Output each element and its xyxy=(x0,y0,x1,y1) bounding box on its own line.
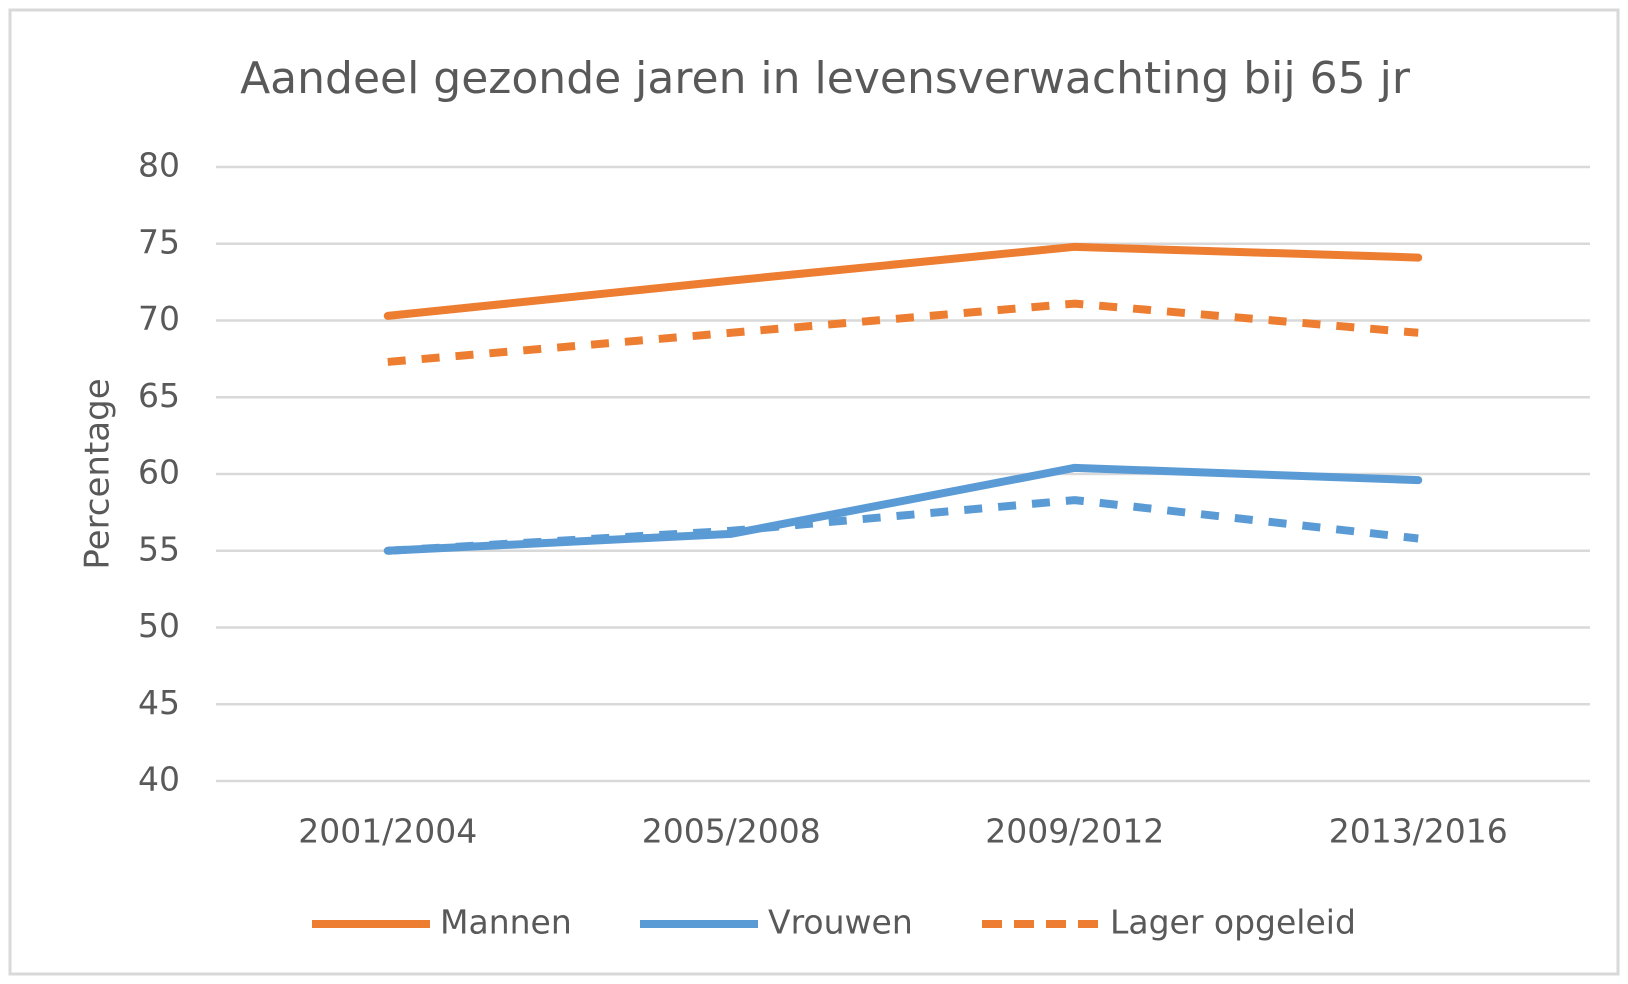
y-axis-label: Percentage xyxy=(78,378,118,569)
series-line xyxy=(387,299,1419,366)
y-tick-label: 40 xyxy=(138,760,180,799)
chart-title: Aandeel gezonde jaren in levensverwachti… xyxy=(240,53,1411,104)
x-tick-label: 2013/2016 xyxy=(1329,812,1508,851)
legend-label: Lager opgeleid xyxy=(1110,903,1356,942)
x-tick-label: 2009/2012 xyxy=(985,812,1164,851)
series-line xyxy=(387,496,1419,555)
y-tick-label: 55 xyxy=(138,529,180,568)
y-tick-label: 70 xyxy=(138,299,180,338)
y-tick-label: 80 xyxy=(138,146,180,185)
y-tick-label: 60 xyxy=(138,453,180,492)
x-tick-label: 2005/2008 xyxy=(642,812,821,851)
y-tick-label: 75 xyxy=(138,222,180,261)
legend-label: Vrouwen xyxy=(768,903,913,942)
y-tick-label: 65 xyxy=(138,376,180,415)
y-tick-label: 45 xyxy=(138,683,180,722)
x-tick-label: 2001/2004 xyxy=(298,812,477,851)
y-tick-label: 50 xyxy=(138,606,180,645)
chart-frame xyxy=(8,8,1620,976)
legend-label: Mannen xyxy=(440,903,572,942)
series-line xyxy=(383,242,1423,320)
